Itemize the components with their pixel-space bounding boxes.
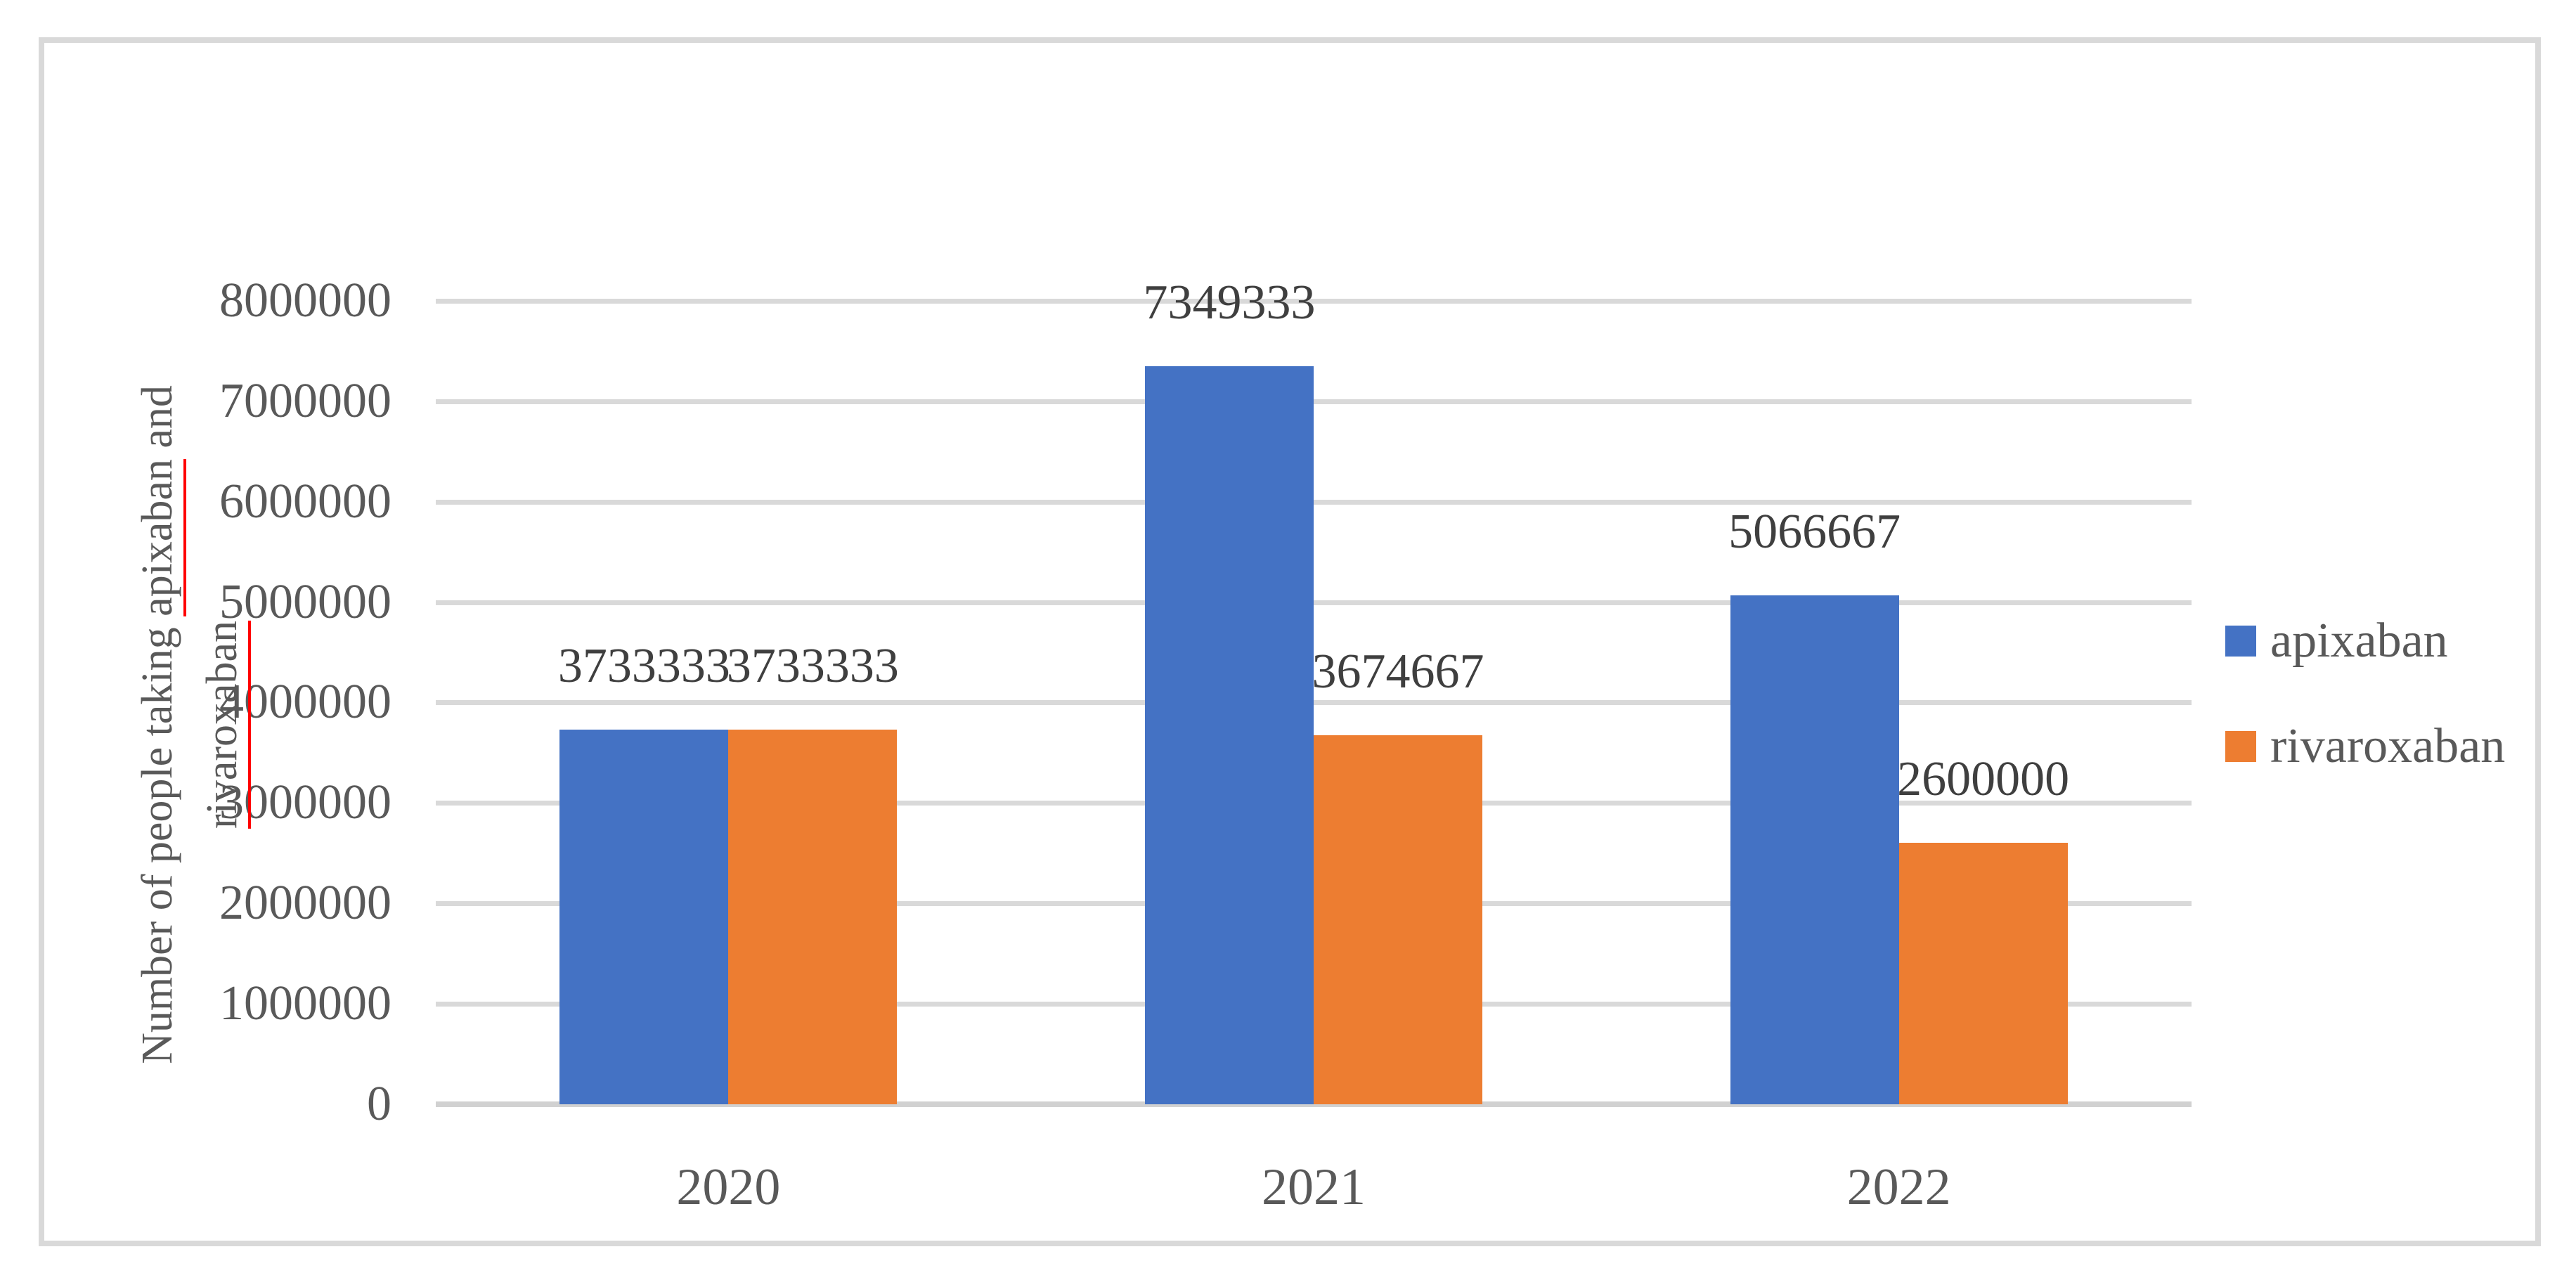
bar-rivaroxaban-2022: [1898, 843, 2068, 1104]
y-axis-title-line-1: Number of people taking apixaban and: [125, 385, 190, 1064]
y-gridline: [436, 399, 2192, 404]
legend-swatch-apixaban: [2225, 626, 2256, 657]
x-axis-line: [436, 1101, 2192, 1107]
y-tick-label: 4000000: [219, 675, 391, 730]
title-text: and: [134, 385, 181, 460]
y-axis-title-line-2: rivaroxaban: [190, 385, 254, 1064]
legend-item-apixaban: apixaban: [2225, 614, 2448, 668]
y-tick-label: 2000000: [219, 876, 391, 931]
x-axis-label-2021: 2021: [1262, 1158, 1366, 1216]
data-label-apixaban-2021: 7349333: [1143, 275, 1316, 330]
bar-rivaroxaban-2021: [1314, 735, 1482, 1104]
legend-label-rivaroxaban: rivaroxaban: [2270, 719, 2506, 773]
y-axis-title: Number of people taking apixaban and riva…: [125, 385, 254, 1064]
y-tick-label: 0: [367, 1077, 391, 1131]
chart-frame: 0 1000000 2000000 3000000 4000000 5000000 6000…: [39, 37, 2541, 1246]
y-tick-label: 8000000: [219, 273, 391, 328]
legend-label-apixaban: apixaban: [2270, 614, 2448, 668]
y-tick-label: 5000000: [219, 574, 391, 629]
data-label-rivaroxaban-2020: 3733333: [726, 638, 899, 693]
legend-item-rivaroxaban: rivaroxaban: [2225, 719, 2505, 773]
bar-apixaban-2020: [559, 729, 729, 1104]
data-label-apixaban-2020: 3733333: [557, 638, 730, 693]
bar-apixaban-2021: [1145, 366, 1314, 1104]
data-label-apixaban-2022: 5066667: [1728, 504, 1901, 559]
bar-rivaroxaban-2020: [728, 729, 898, 1104]
title-text: Number of people taking: [134, 616, 181, 1064]
data-label-rivaroxaban-2021: 3674667: [1312, 644, 1484, 699]
y-tick-label: 1000000: [219, 976, 391, 1031]
y-tick-label: 7000000: [219, 373, 391, 428]
y-tick-label: 3000000: [219, 775, 391, 830]
y-gridline: [436, 499, 2192, 505]
x-axis-label-2022: 2022: [1846, 1158, 1951, 1216]
y-tick-label: 6000000: [219, 474, 391, 529]
misspelled-word: apixaban: [134, 459, 186, 616]
bar-apixaban-2022: [1730, 595, 1899, 1104]
y-gridline: [436, 700, 2192, 706]
legend-swatch-rivaroxaban: [2225, 731, 2256, 762]
y-gridline: [436, 298, 2192, 304]
y-gridline: [436, 600, 2192, 605]
data-label-rivaroxaban-2022: 2600000: [1897, 752, 2070, 807]
x-axis-label-2020: 2020: [676, 1158, 781, 1216]
misspelled-word: rivaroxaban: [198, 620, 251, 829]
